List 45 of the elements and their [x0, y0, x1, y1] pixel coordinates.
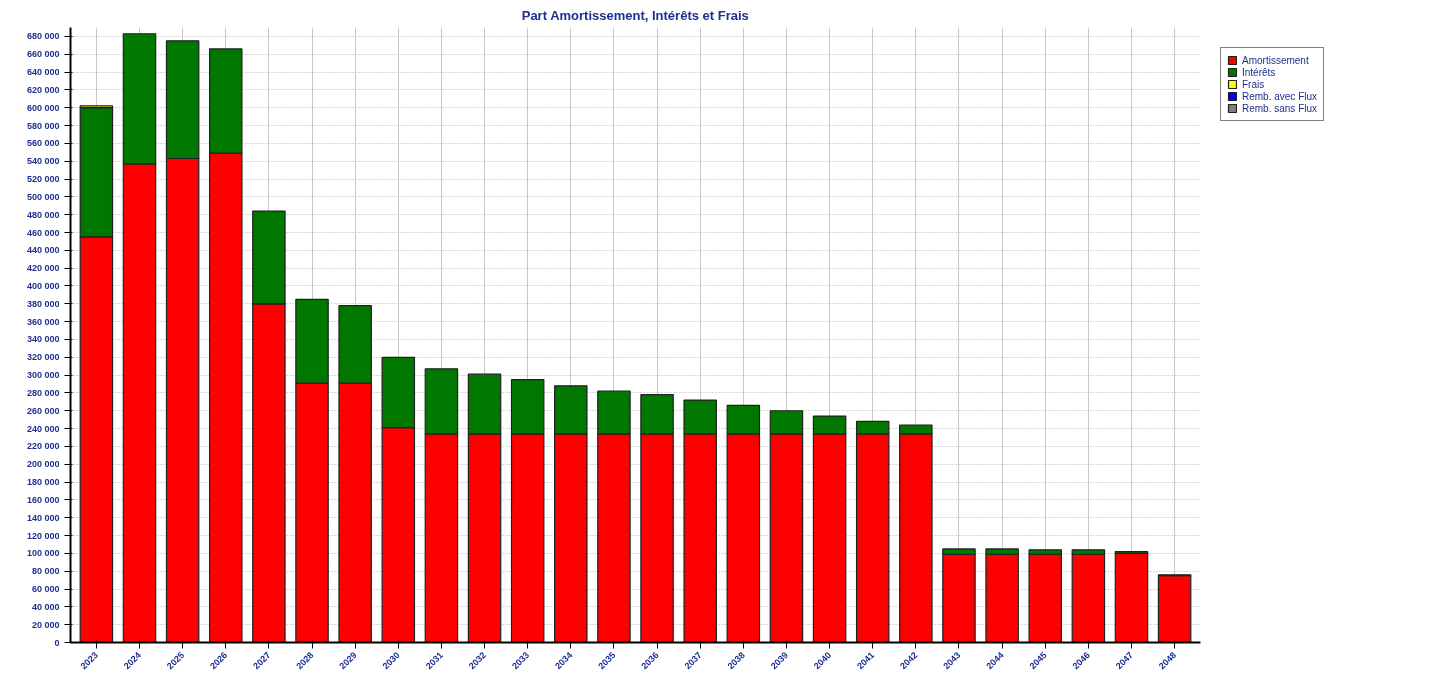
- y-tick-label: 100 000: [26, 548, 60, 559]
- y-tick-label: 220 000: [26, 441, 60, 452]
- y-tick-label: 400 000: [26, 280, 60, 291]
- bar: [1157, 575, 1192, 643]
- y-tick-label: 120 000: [26, 530, 60, 541]
- y-tick-label: 460 000: [26, 227, 60, 238]
- y-tick-label: 80 000: [31, 566, 60, 577]
- y-tick-label: 380 000: [26, 298, 60, 309]
- bar: [1028, 553, 1063, 643]
- bar: [1114, 552, 1149, 643]
- y-tick-label: 520 000: [26, 174, 60, 185]
- bar: [1071, 553, 1106, 643]
- y-tick-label: 240 000: [26, 423, 60, 434]
- y-tick-label: 280 000: [26, 387, 60, 398]
- y-tick-label: 680 000: [26, 31, 60, 42]
- y-tick-label: 540 000: [26, 156, 60, 167]
- y-tick-label: 40 000: [31, 601, 60, 612]
- y-tick-label: 660 000: [26, 49, 60, 60]
- y-tick-label: 480 000: [26, 209, 60, 220]
- y-tick-label: 440 000: [26, 245, 60, 256]
- y-tick-label: 300 000: [26, 370, 60, 381]
- y-tick-label: 580 000: [26, 120, 60, 131]
- y-tick-label: 340 000: [26, 334, 60, 345]
- y-tick-label: 140 000: [26, 512, 60, 523]
- y-tick-label: 420 000: [26, 263, 60, 274]
- y-tick-label: 200 000: [26, 459, 60, 470]
- y-tick-label: 620 000: [26, 84, 60, 95]
- y-tick-label: 160 000: [26, 494, 60, 505]
- y-tick-label: 640 000: [26, 67, 60, 78]
- y-tick-label: 320 000: [26, 352, 60, 363]
- legend-label: Intérêts: [1242, 66, 1276, 78]
- y-tick-label: 20 000: [31, 619, 60, 630]
- legend-label: Amortissement: [1242, 54, 1309, 66]
- legend-label: Remb. avec Flux: [1242, 90, 1318, 102]
- y-tick-label: 560 000: [26, 138, 60, 149]
- chart-title: Part Amortissement, Intérêts et Frais: [521, 7, 749, 23]
- y-tick-label: 500 000: [26, 191, 60, 202]
- y-tick-label: 180 000: [26, 477, 60, 488]
- y-tick-label: 600 000: [26, 102, 60, 113]
- y-tick-label: 0: [54, 637, 60, 648]
- legend-label: Remb. sans Flux: [1242, 102, 1318, 114]
- y-tick-label: 60 000: [31, 584, 60, 595]
- y-tick-label: 360 000: [26, 316, 60, 327]
- legend-label: Frais: [1242, 78, 1265, 90]
- y-tick-label: 260 000: [26, 405, 60, 416]
